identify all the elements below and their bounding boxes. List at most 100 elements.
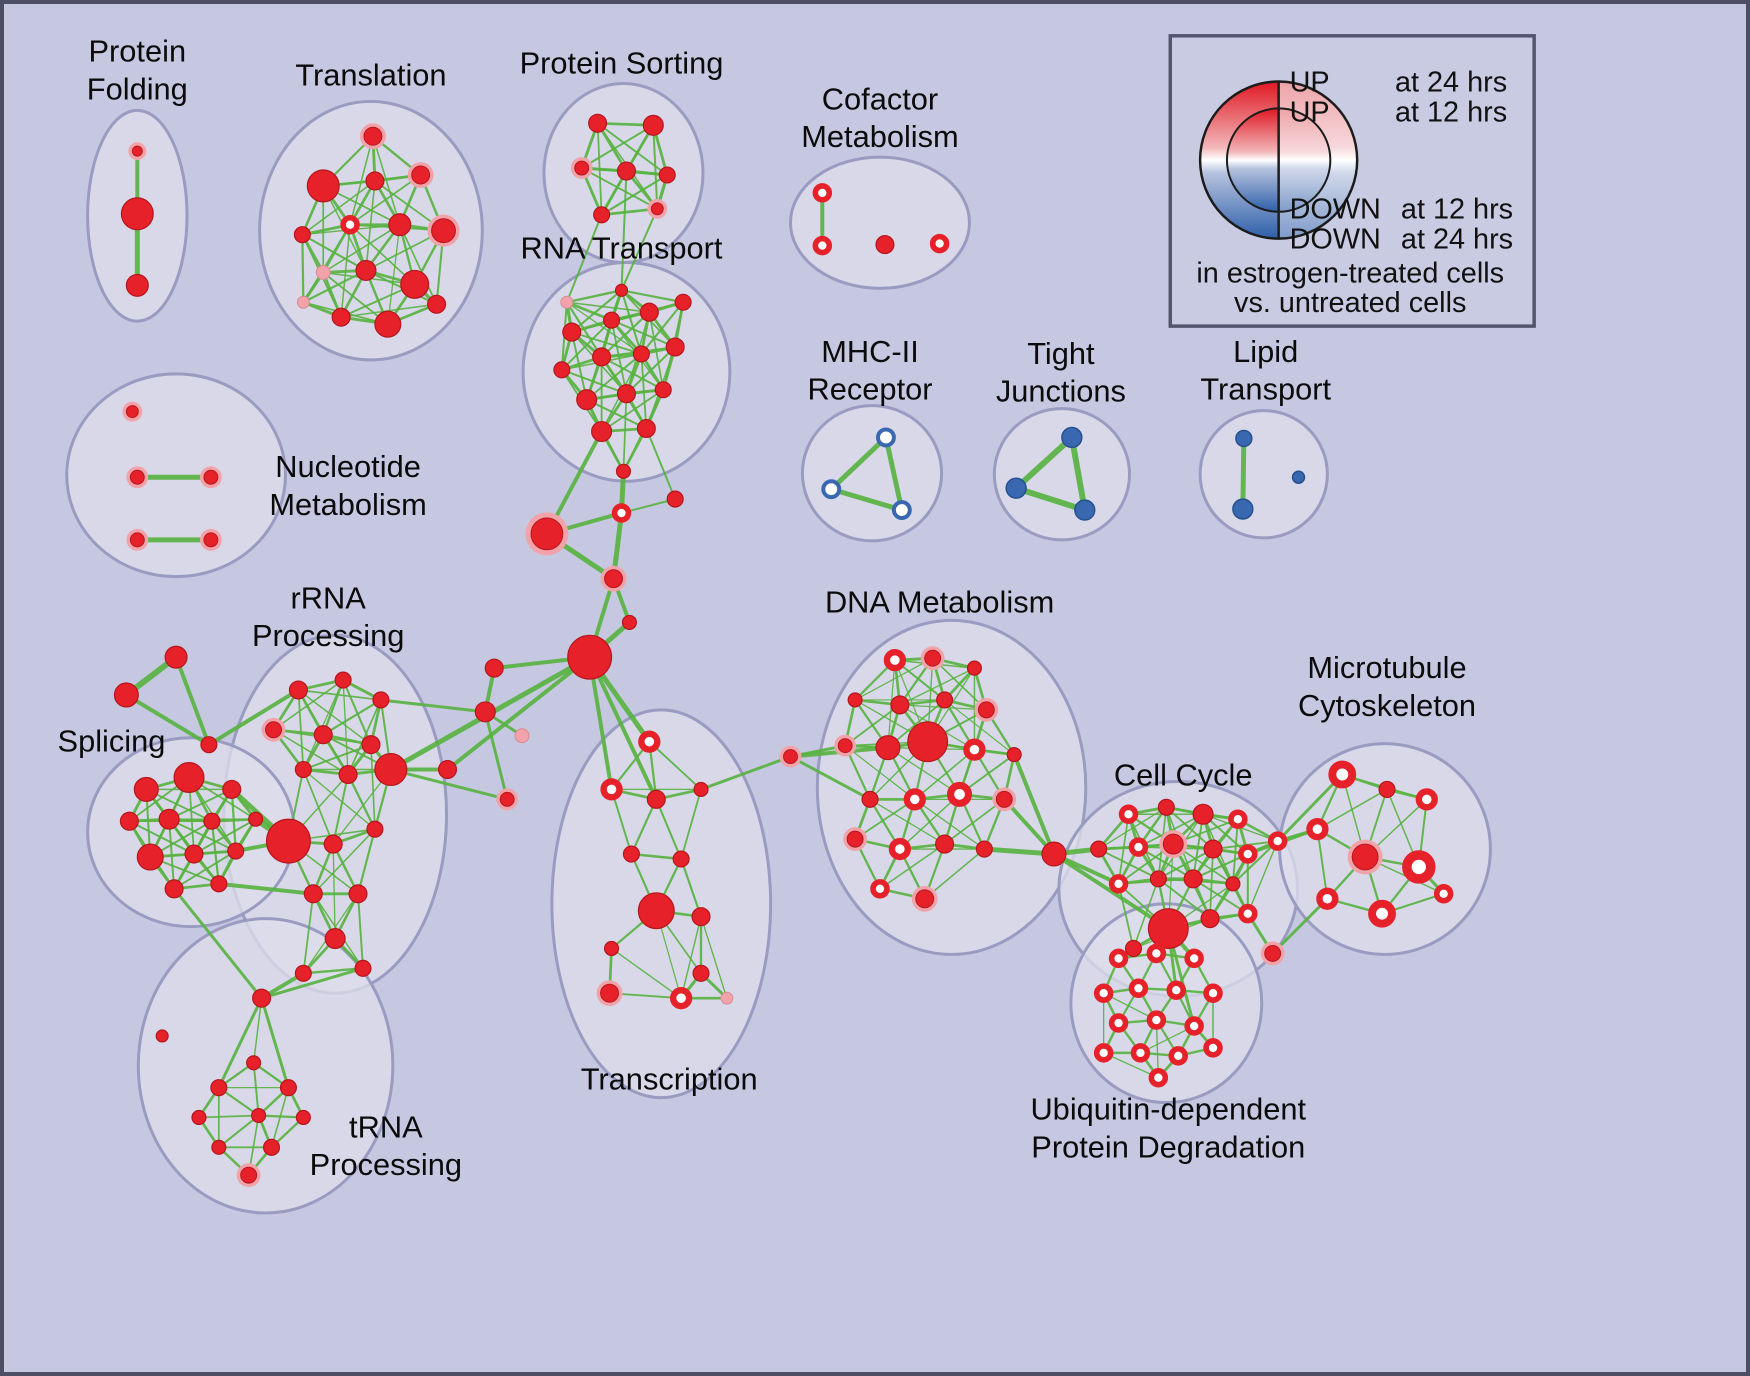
network-edge [172, 887, 264, 1000]
network-node-tn8 [211, 1139, 227, 1155]
network-edge [580, 167, 659, 210]
network-node-mh1 [821, 479, 842, 500]
network-edge [652, 124, 659, 210]
network-node-rt12 [636, 418, 656, 439]
network-edge [252, 1061, 260, 1117]
network-node-cm3 [929, 233, 950, 254]
network-edge [620, 170, 628, 292]
network-node-tr13 [427, 294, 447, 314]
network-node-rr3 [261, 717, 286, 742]
network-node-dm6 [974, 697, 999, 722]
network-edge [1316, 828, 1329, 900]
network-node-tr7 [427, 214, 460, 247]
network-node-dm13 [903, 788, 926, 811]
network-node-tn10 [236, 1163, 261, 1188]
network-node-tr8 [315, 264, 331, 280]
network-edge [610, 947, 682, 999]
network-node-rr0 [288, 680, 308, 700]
cluster-label-tj-line0: Tight [1027, 336, 1095, 371]
network-node-cc11 [1183, 869, 1203, 889]
network-edge [640, 301, 685, 355]
network-node-dm10 [963, 738, 986, 761]
cluster-label-tj-line1: Junctions [996, 374, 1126, 409]
network-edge [887, 746, 961, 796]
network-edge [193, 818, 257, 855]
network-node-dm1 [920, 646, 945, 671]
network-edge [357, 892, 364, 970]
cluster-label-tn-line0: tRNA [349, 1109, 423, 1144]
network-node-ub3 [1093, 983, 1114, 1003]
network-edge [1012, 752, 1056, 857]
network-node-tx8 [603, 940, 620, 957]
cluster-label-mh-line0: MHC-II [821, 334, 919, 369]
network-node-tr3 [407, 162, 434, 188]
network-node-cc17 [1267, 831, 1288, 851]
network-node-ps0 [588, 113, 608, 133]
network-edge [389, 768, 509, 801]
network-edge [1192, 852, 1249, 880]
network-edge [356, 828, 377, 895]
network-node-lt0 [1235, 429, 1253, 448]
cluster-label-nm-line1: Metabolism [269, 487, 426, 522]
legend-up-12: UP [1290, 96, 1330, 128]
network-node-dm14 [946, 781, 973, 807]
network-edge [483, 710, 509, 801]
network-node-dm16 [843, 827, 868, 852]
network-node-mc8 [1433, 884, 1454, 904]
network-edge [789, 755, 872, 801]
legend-note-line1: in estrogen-treated cells [1196, 257, 1504, 289]
network-node-sp3 [119, 811, 139, 831]
network-node-ub8 [1146, 1010, 1167, 1030]
network-edge [1051, 852, 1171, 931]
network-edge [322, 678, 345, 736]
network-node-dm12 [861, 790, 879, 808]
network-edge [1117, 882, 1135, 950]
network-edge [854, 798, 916, 841]
network-edge [1271, 897, 1329, 955]
network-node-cc13 [1147, 908, 1189, 950]
network-node-tr9 [355, 259, 377, 281]
network-edge [680, 788, 702, 860]
network-edge [1103, 992, 1158, 1021]
network-node-rr14 [324, 927, 346, 950]
network-edge [600, 355, 665, 391]
network-node-sp5 [203, 812, 221, 830]
network-node-rt5 [592, 347, 612, 367]
network-node-tn4 [279, 1079, 297, 1097]
network-edge [445, 655, 592, 772]
cluster-label-ub-line0: Ubiquitin-dependent [1030, 1091, 1306, 1126]
network-node-dm19 [975, 840, 993, 858]
network-edge [1276, 773, 1344, 843]
network-node-fs1 [113, 682, 139, 708]
network-node-rt1 [602, 311, 621, 329]
cluster-label-tr-line0: Translation [295, 58, 446, 93]
network-edge [565, 289, 623, 304]
network-node-nm1 [126, 466, 149, 489]
cluster-label-cm-line0: Cofactor [822, 81, 938, 116]
network-node-fn9 [437, 759, 458, 780]
cluster-label-rr-line1: Processing [252, 618, 404, 653]
cluster-label-pf-line0: Protein [89, 34, 187, 69]
network-node-mc2 [1415, 788, 1438, 811]
network-node-cc9 [1108, 874, 1129, 894]
network-node-rr4 [313, 725, 333, 745]
cluster-label-lt-line1: Transport [1200, 372, 1331, 407]
network-node-rr15 [294, 964, 312, 982]
cluster-label-mc-line0: Microtubule [1307, 650, 1466, 685]
network-node-cc3 [1228, 809, 1248, 829]
network-edge [174, 655, 211, 747]
network-edge [322, 271, 389, 326]
network-edge [625, 345, 677, 395]
network-node-ub2 [1184, 948, 1204, 969]
network-edge [565, 213, 603, 304]
network-node-tr1 [306, 169, 340, 203]
network-edge [1157, 848, 1215, 880]
network-edge [173, 850, 237, 890]
cluster-ellipse-cm [789, 155, 971, 290]
network-edge [260, 966, 365, 1000]
network-edge [260, 996, 290, 1090]
network-node-rr2 [372, 691, 390, 709]
network-node-fn10 [496, 788, 519, 811]
network-node-cc1 [1157, 798, 1175, 816]
